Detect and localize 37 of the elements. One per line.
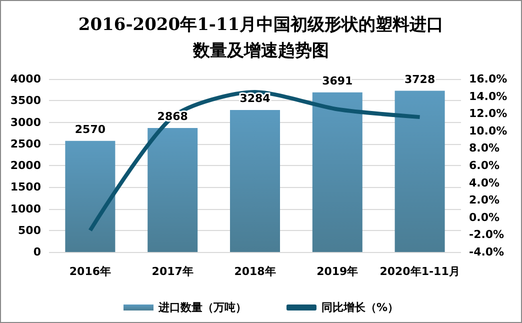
- y2-tick-label: 14.0%: [469, 90, 508, 103]
- data-label: 2570: [74, 122, 106, 136]
- x-tick-label: 2020年1-11月: [380, 265, 460, 278]
- y-tick-label: 1000: [10, 202, 42, 216]
- y-tick-label: 3000: [10, 116, 42, 129]
- legend-label: 进口数量（万吨）: [157, 301, 246, 314]
- y2-tick-label: 6.0%: [469, 159, 500, 172]
- y2-tick-label: 12.0%: [469, 107, 508, 120]
- y-tick-label: 1500: [10, 180, 42, 194]
- bar: [230, 110, 280, 252]
- y-tick-label: 2500: [10, 137, 42, 150]
- y2-tick-label: 10.0%: [469, 124, 508, 138]
- y-tick-label: 2000: [10, 159, 42, 172]
- y2-tick-label: 2.0%: [469, 194, 500, 207]
- y-tick-label: 4000: [10, 72, 42, 86]
- y2-tick-label: 16.0%: [469, 72, 508, 86]
- bar: [65, 140, 116, 252]
- x-tick-label: 2017年: [152, 265, 194, 278]
- x-tick-label: 2019年: [316, 265, 358, 278]
- bar: [312, 92, 362, 252]
- data-label: 3284: [240, 92, 271, 105]
- y2-tick-label: 8.0%: [469, 142, 500, 155]
- x-tick-label: 2016年: [69, 265, 112, 278]
- y-tick-label: 3500: [10, 94, 42, 108]
- y2-tick-label: 0.0%: [469, 210, 500, 224]
- data-label: 3728: [404, 72, 436, 86]
- x-tick-label: 2018年: [234, 265, 276, 278]
- data-label: 3691: [322, 74, 353, 88]
- bar: [394, 90, 445, 252]
- bar: [148, 128, 198, 252]
- y-tick-label: 0: [33, 246, 42, 258]
- legend-label: 同比增长（%）: [321, 301, 399, 314]
- chart-title: 2016-2020年1-11月中国初级形状的塑料进口数量及增速趋势图: [78, 14, 444, 61]
- y2-tick-label: -2.0%: [469, 228, 504, 242]
- y-tick-label: 500: [18, 224, 42, 237]
- y2-tick-label: -4.0%: [469, 246, 504, 258]
- y2-tick-label: 4.0%: [469, 176, 500, 190]
